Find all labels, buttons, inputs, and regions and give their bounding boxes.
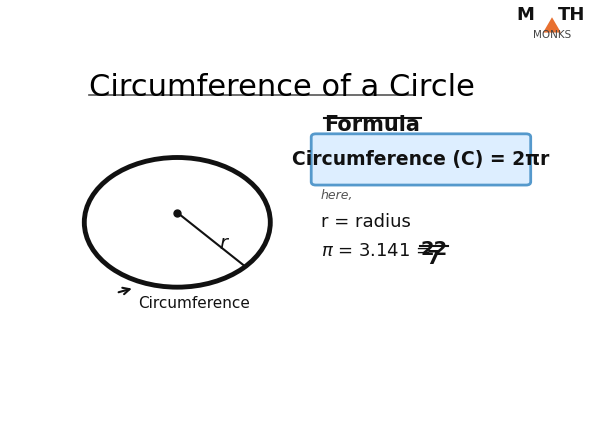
Text: Circumference: Circumference (138, 296, 250, 311)
Text: M: M (516, 6, 534, 24)
Text: r = radius: r = radius (320, 213, 410, 231)
Polygon shape (543, 17, 561, 32)
Text: here,: here, (320, 189, 353, 202)
Text: MONKS: MONKS (533, 30, 571, 40)
FancyBboxPatch shape (311, 134, 531, 185)
Text: Formula: Formula (324, 115, 419, 136)
Text: Circumference (C) = 2πr: Circumference (C) = 2πr (292, 150, 550, 169)
FancyArrowPatch shape (119, 288, 130, 294)
Text: Circumference of a Circle: Circumference of a Circle (89, 73, 475, 102)
Text: $\pi$ = 3.141 =: $\pi$ = 3.141 = (320, 242, 432, 261)
Text: r: r (219, 234, 227, 253)
Text: 22: 22 (421, 240, 448, 259)
Text: TH: TH (558, 6, 586, 24)
Text: 7: 7 (427, 249, 441, 268)
